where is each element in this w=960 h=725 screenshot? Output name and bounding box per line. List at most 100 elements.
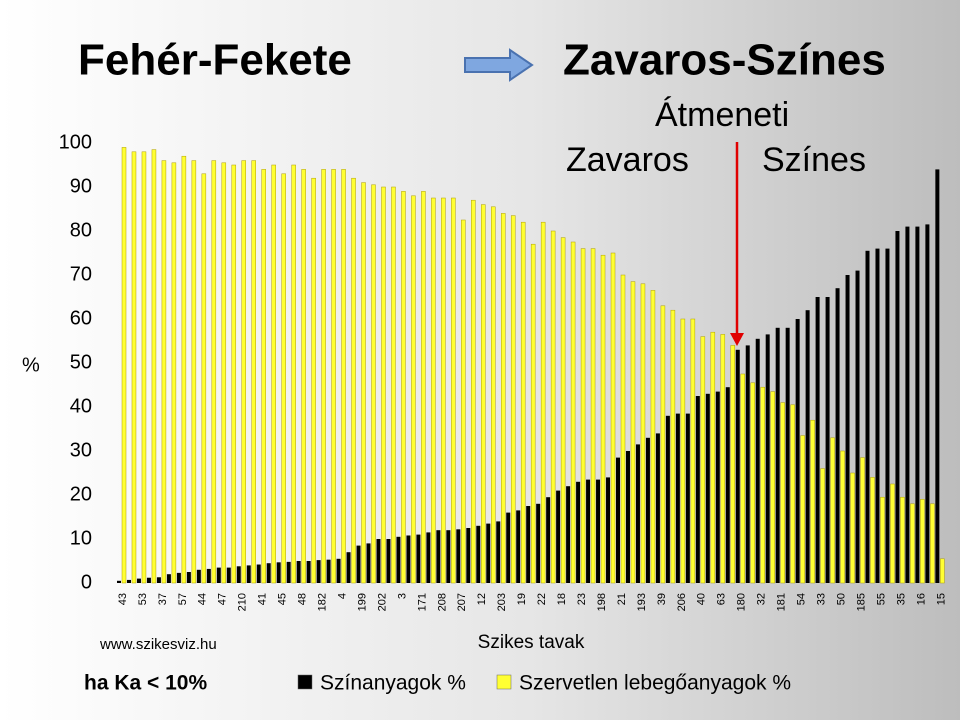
bar bbox=[760, 386, 765, 584]
bar bbox=[745, 345, 750, 583]
bar bbox=[256, 564, 261, 583]
x-tick-label: 23 bbox=[576, 593, 588, 605]
bar bbox=[466, 528, 471, 583]
bar bbox=[665, 415, 670, 583]
bar bbox=[725, 387, 730, 583]
bar bbox=[376, 539, 381, 583]
y-tick-label: 100 bbox=[59, 131, 92, 153]
bar bbox=[860, 457, 865, 584]
bar bbox=[121, 147, 127, 584]
bar bbox=[566, 486, 571, 583]
bar bbox=[780, 402, 785, 584]
bar bbox=[925, 224, 930, 583]
y-tick-label: 80 bbox=[70, 219, 92, 241]
bar bbox=[206, 568, 211, 583]
legend-label: Színanyagok % bbox=[320, 672, 466, 695]
bar bbox=[690, 318, 696, 584]
y-tick-label: 90 bbox=[70, 175, 92, 197]
bar bbox=[476, 525, 481, 583]
bar bbox=[441, 197, 446, 584]
x-tick-label: 22 bbox=[536, 593, 548, 605]
y-tick-label: 20 bbox=[70, 483, 92, 505]
bar bbox=[810, 419, 815, 584]
bar bbox=[451, 197, 456, 584]
x-tick-label: 198 bbox=[596, 593, 608, 611]
bar bbox=[800, 435, 805, 584]
bar bbox=[700, 336, 706, 584]
legend-label: Szervetlen lebegőanyagok % bbox=[519, 672, 791, 695]
x-tick-label: 12 bbox=[476, 593, 488, 605]
bar bbox=[216, 567, 221, 583]
bar bbox=[845, 275, 850, 583]
y-tick-label: 10 bbox=[70, 527, 92, 549]
bar bbox=[271, 164, 276, 584]
y-tick-label: 60 bbox=[70, 307, 92, 329]
bar bbox=[715, 391, 720, 583]
bar bbox=[171, 162, 177, 584]
x-tick-label: 199 bbox=[356, 593, 368, 611]
bar bbox=[930, 503, 935, 584]
y-tick-label: 30 bbox=[70, 439, 92, 461]
x-tick-label: 171 bbox=[416, 593, 428, 611]
bar bbox=[311, 177, 316, 584]
source: www.szikesviz.hu bbox=[99, 636, 217, 653]
bar bbox=[326, 559, 331, 583]
bar bbox=[321, 169, 326, 584]
bar bbox=[331, 169, 336, 584]
bar bbox=[546, 497, 551, 583]
x-tick-label: 21 bbox=[616, 593, 628, 605]
annotation: Átmeneti bbox=[655, 96, 789, 134]
bar bbox=[616, 457, 620, 583]
bar bbox=[136, 578, 141, 583]
bar bbox=[416, 534, 421, 583]
bar bbox=[895, 231, 900, 583]
bar bbox=[770, 391, 775, 584]
bar bbox=[586, 479, 591, 583]
x-tick-label: 180 bbox=[736, 593, 748, 611]
note: ha Ka < 10% bbox=[84, 672, 207, 695]
x-tick-label: 63 bbox=[716, 593, 728, 605]
bar bbox=[381, 186, 386, 584]
bar bbox=[500, 213, 506, 584]
bar bbox=[685, 413, 690, 583]
bar bbox=[576, 481, 581, 583]
bar bbox=[366, 543, 371, 583]
x-tick-label: 33 bbox=[816, 593, 828, 605]
bar bbox=[431, 197, 436, 584]
bar bbox=[391, 186, 396, 584]
bar bbox=[221, 162, 227, 584]
bar bbox=[670, 309, 676, 584]
bar bbox=[286, 561, 291, 583]
bar bbox=[775, 327, 780, 583]
bar bbox=[231, 164, 237, 584]
bar bbox=[131, 151, 137, 584]
bar bbox=[825, 297, 830, 583]
bar bbox=[890, 483, 895, 584]
bar bbox=[151, 149, 157, 584]
x-tick-label: 19 bbox=[516, 593, 528, 605]
y-tick-label: 70 bbox=[70, 263, 92, 285]
bar bbox=[161, 160, 167, 584]
bar bbox=[675, 413, 680, 583]
bar bbox=[526, 506, 531, 583]
bar bbox=[356, 545, 361, 583]
bar bbox=[606, 477, 611, 583]
bar bbox=[246, 565, 251, 583]
x-tick-label: 18 bbox=[556, 593, 568, 605]
bar bbox=[805, 310, 810, 583]
y-tick-label: 40 bbox=[70, 395, 92, 417]
x-tick-label: 32 bbox=[756, 593, 768, 605]
annotation: Zavaros bbox=[566, 141, 689, 179]
bar bbox=[720, 334, 726, 584]
bar bbox=[920, 499, 925, 584]
x-tick-label: 57 bbox=[177, 593, 189, 605]
bar bbox=[411, 195, 416, 584]
bar bbox=[401, 191, 406, 584]
bar bbox=[645, 437, 650, 583]
bar bbox=[540, 221, 546, 584]
bar bbox=[426, 532, 431, 583]
x-tick-label: 203 bbox=[496, 593, 508, 611]
bar bbox=[226, 567, 231, 583]
